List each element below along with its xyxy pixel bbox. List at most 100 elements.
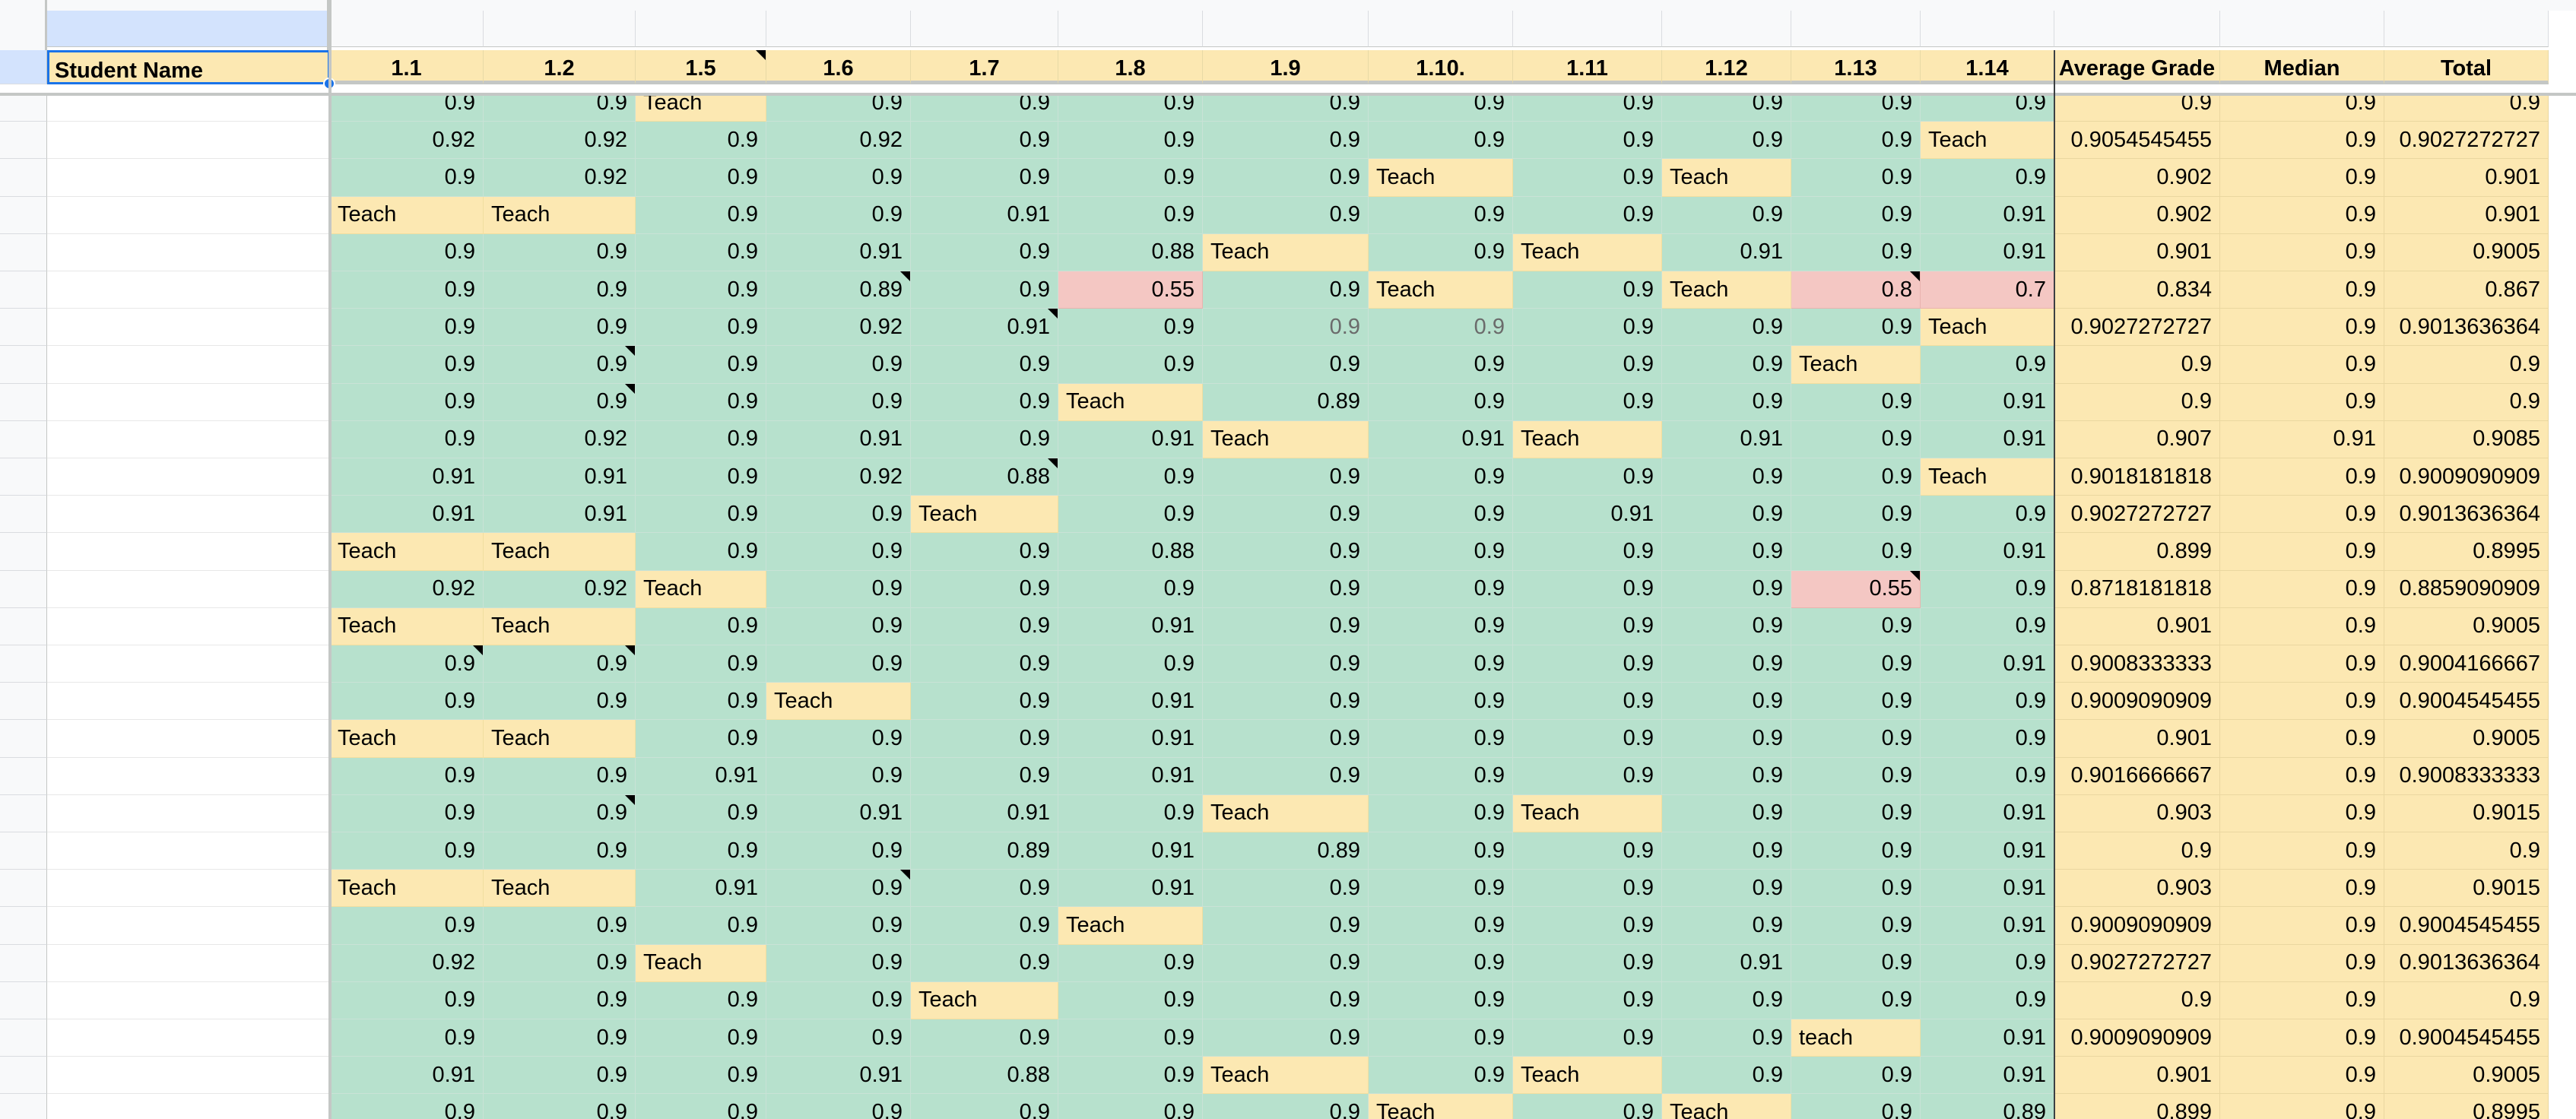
grade-cell[interactable]: 0.91 [484, 496, 636, 534]
grade-cell[interactable]: 0.9 [1921, 96, 2054, 122]
median-cell[interactable]: 0.9 [2220, 122, 2384, 160]
grade-cell[interactable]: 0.9 [911, 420, 1058, 458]
grade-cell[interactable]: 0.9 [1203, 645, 1369, 683]
grade-cell[interactable]: 0.9 [766, 1019, 911, 1057]
grade-cell[interactable]: 0.9 [1058, 1057, 1203, 1095]
grade-cell[interactable]: Teach [1203, 1057, 1369, 1095]
grade-cell[interactable]: 0.55 [1058, 271, 1203, 309]
row-number[interactable] [0, 981, 47, 1019]
grade-cell[interactable]: 0.9 [1513, 309, 1662, 347]
grade-cell[interactable]: 0.9 [911, 607, 1058, 645]
grade-cell[interactable]: 0.9 [1791, 607, 1921, 645]
grade-cell[interactable]: 0.9 [1513, 944, 1662, 982]
grade-cell[interactable]: 0.91 [1513, 496, 1662, 534]
grade-cell[interactable]: 0.9 [1369, 1019, 1513, 1057]
grade-cell[interactable]: 0.9 [1058, 96, 1203, 122]
grade-cell[interactable]: Teach [484, 720, 636, 758]
median-cell[interactable]: 0.9 [2220, 496, 2384, 534]
row-number[interactable] [0, 196, 47, 234]
grade-cell[interactable]: 0.9 [1203, 720, 1369, 758]
row-number[interactable] [0, 720, 47, 758]
grade-cell[interactable]: 0.9 [484, 1094, 636, 1119]
grade-cell[interactable]: 0.9 [1203, 907, 1369, 945]
grade-cell[interactable]: 0.9 [1791, 757, 1921, 795]
grade-cell[interactable]: 0.9 [1513, 1019, 1662, 1057]
grade-cell[interactable]: 0.9 [1058, 645, 1203, 683]
row-number[interactable] [0, 96, 47, 122]
grade-cell[interactable]: 0.92 [330, 570, 484, 608]
median-cell[interactable]: 0.9 [2220, 683, 2384, 721]
grade-cell[interactable]: 0.9 [1662, 870, 1791, 908]
grade-cell[interactable]: 0.9 [1791, 944, 1921, 982]
grade-cell[interactable]: 0.9 [911, 870, 1058, 908]
student-name-cell[interactable] [47, 720, 330, 758]
grade-cell[interactable]: 0.9 [1662, 645, 1791, 683]
row-number[interactable] [0, 50, 47, 84]
total-cell[interactable]: 0.9005 [2384, 1057, 2549, 1095]
grade-cell[interactable]: 0.91 [330, 1057, 484, 1095]
column-header-c[interactable] [484, 11, 636, 47]
grade-cell[interactable]: Teach [1513, 420, 1662, 458]
grade-cell[interactable]: Teach [1203, 233, 1369, 271]
grade-cell[interactable]: 0.9 [1513, 870, 1662, 908]
grade-cell[interactable]: 0.9 [1203, 96, 1369, 122]
student-name-cell[interactable] [47, 683, 330, 721]
grade-cell[interactable]: Teach [1058, 907, 1203, 945]
student-name-cell[interactable] [47, 458, 330, 496]
grade-cell[interactable]: 0.9 [1203, 870, 1369, 908]
average-grade-cell[interactable]: 0.9 [2054, 981, 2220, 1019]
total-cell[interactable]: 0.9004166667 [2384, 645, 2549, 683]
grade-cell[interactable]: 0.9 [1791, 870, 1921, 908]
median-cell[interactable]: 0.9 [2220, 981, 2384, 1019]
grade-cell[interactable]: 0.9 [911, 570, 1058, 608]
grade-cell[interactable]: 0.9 [1513, 96, 1662, 122]
grade-cell[interactable]: Teach [1513, 1057, 1662, 1095]
grade-cell[interactable]: 0.91 [766, 233, 911, 271]
grade-cell[interactable]: 0.9 [1791, 720, 1921, 758]
median-cell[interactable]: 0.9 [2220, 720, 2384, 758]
grade-cell[interactable]: 0.9 [1203, 271, 1369, 309]
grade-cell[interactable]: 0.92 [766, 122, 911, 160]
row-number[interactable] [0, 346, 47, 384]
total-cell[interactable]: 0.9013636364 [2384, 309, 2549, 347]
grade-cell[interactable]: 0.9 [636, 794, 766, 832]
student-name-cell[interactable] [47, 1019, 330, 1057]
grade-cell[interactable]: 0.9 [1921, 720, 2054, 758]
grade-cell[interactable]: 0.9 [484, 233, 636, 271]
column-title-header[interactable]: 1.8 [1058, 50, 1203, 84]
grade-cell[interactable]: 0.9 [1513, 122, 1662, 160]
grade-cell[interactable]: 0.9 [330, 1019, 484, 1057]
grade-cell[interactable]: 0.9 [1791, 1057, 1921, 1095]
grade-cell[interactable]: Teach [636, 570, 766, 608]
grade-cell[interactable]: 0.9 [766, 607, 911, 645]
grade-cell[interactable]: 0.9 [1791, 309, 1921, 347]
median-cell[interactable]: 0.9 [2220, 832, 2384, 870]
grade-cell[interactable]: 0.89 [766, 271, 911, 309]
grade-cell[interactable]: 0.9 [911, 233, 1058, 271]
row-number[interactable] [0, 907, 47, 945]
grade-cell[interactable]: 0.9 [1058, 346, 1203, 384]
grade-cell[interactable]: 0.9 [1058, 458, 1203, 496]
grade-cell[interactable]: 0.9 [1791, 907, 1921, 945]
median-cell[interactable]: 0.9 [2220, 607, 2384, 645]
student-name-cell[interactable] [47, 870, 330, 908]
column-header-d[interactable] [636, 11, 766, 47]
column-title-header[interactable]: 1.10. [1369, 50, 1513, 84]
grade-cell[interactable]: 0.91 [330, 458, 484, 496]
total-cell[interactable]: 0.9009090909 [2384, 458, 2549, 496]
grade-cell[interactable]: 0.9 [1662, 832, 1791, 870]
grade-cell[interactable]: 0.9 [1513, 607, 1662, 645]
grade-cell[interactable]: 0.88 [911, 458, 1058, 496]
grade-cell[interactable]: 0.9 [484, 271, 636, 309]
row-number[interactable] [0, 159, 47, 197]
grade-cell[interactable]: 0.9 [1203, 570, 1369, 608]
grade-cell[interactable]: 0.9 [1513, 533, 1662, 571]
average-grade-cell[interactable]: 0.902 [2054, 196, 2220, 234]
column-title-header[interactable]: 1.5 [636, 50, 766, 84]
grade-cell[interactable]: 0.9 [636, 607, 766, 645]
grade-cell[interactable]: 0.9 [911, 1019, 1058, 1057]
grade-cell[interactable]: 0.9 [766, 870, 911, 908]
grade-cell[interactable]: 0.91 [1058, 420, 1203, 458]
median-cell[interactable]: 0.9 [2220, 1057, 2384, 1095]
student-name-header[interactable]: Student Name [47, 50, 330, 84]
